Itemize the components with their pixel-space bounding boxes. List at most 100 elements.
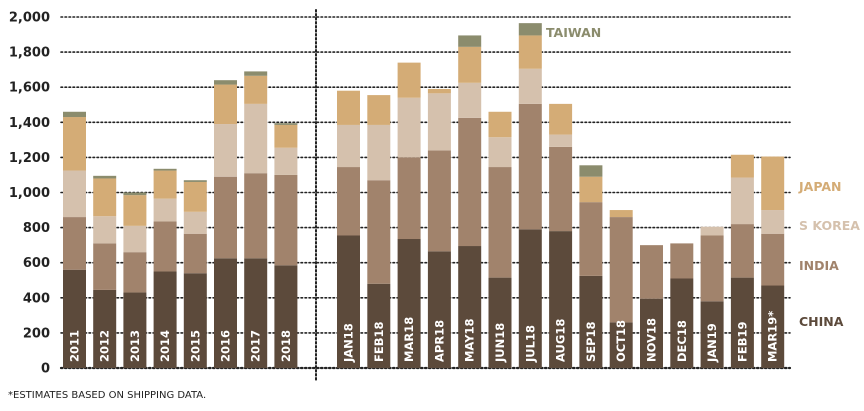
category-label: 2011 bbox=[68, 330, 82, 362]
bar-segment-taiwan bbox=[274, 123, 298, 125]
bar-segment-india bbox=[183, 233, 207, 274]
bar-segment-japan bbox=[427, 88, 451, 94]
bar-segment-india bbox=[244, 173, 268, 259]
bar-segment-japan bbox=[730, 154, 754, 178]
bar-segment-india bbox=[488, 167, 512, 278]
bar-segment-japan bbox=[244, 75, 268, 104]
bar-segment-japan bbox=[153, 170, 177, 199]
category-label: 2012 bbox=[98, 330, 112, 362]
bar-segment-taiwan bbox=[458, 35, 482, 47]
bar-segment-s-korea bbox=[367, 124, 391, 181]
category-label: 2015 bbox=[188, 330, 202, 362]
bar-segment-taiwan bbox=[93, 175, 117, 179]
bar-segment-india bbox=[214, 176, 237, 259]
bar-segment-s-korea bbox=[63, 170, 86, 218]
bar-segment-china bbox=[458, 246, 482, 368]
bar-segment-china bbox=[153, 271, 177, 368]
bar-segment-china bbox=[123, 292, 147, 368]
bar-segment-japan bbox=[367, 95, 391, 125]
bar-segment-taiwan bbox=[518, 23, 542, 36]
bar-segment-china bbox=[549, 231, 573, 368]
bar-segment-japan bbox=[518, 35, 542, 69]
category-label: MAY18 bbox=[463, 318, 477, 362]
category-label: SEP18 bbox=[584, 321, 598, 362]
bar-segment-china bbox=[63, 269, 86, 368]
bar-segment-s-korea bbox=[153, 198, 177, 222]
bar-segment-india bbox=[153, 221, 177, 272]
y-axis-ticks: 0 200 400 600 800 1,000 1,200 1,400 1,600 1,800 2,… bbox=[9, 11, 50, 377]
bar-segment-s-korea bbox=[730, 177, 754, 225]
bar-segment-s-korea bbox=[123, 225, 147, 253]
bar-segment-india bbox=[700, 235, 724, 302]
bar-segment-taiwan bbox=[63, 111, 86, 118]
bar-segment-taiwan bbox=[214, 80, 237, 85]
bar-segment-china bbox=[337, 235, 360, 368]
bar-segment-japan bbox=[488, 111, 512, 138]
bar-segment-japan bbox=[761, 156, 785, 211]
legend-label-s-korea: S KOREA bbox=[799, 218, 860, 233]
bar-segment-china bbox=[609, 322, 633, 368]
bar-segment-s-korea bbox=[458, 82, 482, 118]
bar-segment-japan bbox=[123, 195, 147, 226]
bar-segment-china bbox=[700, 301, 724, 368]
bar-segment-india bbox=[458, 117, 482, 247]
bar-segment-japan bbox=[579, 176, 603, 203]
bar-segment-taiwan bbox=[579, 165, 603, 177]
bar-segment-india bbox=[549, 146, 573, 232]
category-label: AUG18 bbox=[554, 319, 568, 362]
bar-segment-india bbox=[337, 167, 360, 236]
bar-segment-china bbox=[488, 277, 512, 368]
y-tick-label: 2,000 bbox=[9, 11, 50, 26]
y-tick-label: 1,600 bbox=[9, 81, 50, 96]
category-label: 2014 bbox=[158, 330, 172, 362]
category-label: 2013 bbox=[128, 330, 142, 362]
bar-segment-india bbox=[730, 224, 754, 278]
bar-segment-s-korea bbox=[761, 210, 785, 234]
bar-segment-s-korea bbox=[337, 124, 360, 168]
bar-segment-india bbox=[761, 233, 785, 286]
category-label: OCT18 bbox=[614, 320, 628, 362]
category-label: JAN19 bbox=[705, 323, 719, 363]
bar-segment-china bbox=[214, 258, 237, 368]
bar-segment-china bbox=[518, 229, 542, 368]
category-label: FEB18 bbox=[372, 322, 386, 362]
bar-segment-japan bbox=[183, 181, 207, 212]
bar-segment-india bbox=[397, 157, 421, 240]
bar-segment-china bbox=[427, 251, 451, 368]
gridlines bbox=[59, 16, 792, 370]
bar-segment-china bbox=[579, 275, 603, 368]
bar-segment-china bbox=[761, 285, 785, 368]
y-tick-label: 800 bbox=[23, 221, 50, 236]
bar-segment-japan bbox=[274, 124, 298, 148]
legend-label-china: CHINA bbox=[799, 314, 844, 329]
bar-segment-india bbox=[518, 103, 542, 230]
bar-segment-china bbox=[183, 273, 207, 368]
category-label: 2016 bbox=[219, 330, 233, 362]
y-tick-label: 1,400 bbox=[9, 116, 50, 131]
bars bbox=[63, 23, 785, 368]
legend-label-taiwan: TAIWAN bbox=[546, 25, 601, 40]
bar-segment-s-korea bbox=[397, 97, 421, 158]
bar-segment-taiwan bbox=[244, 71, 268, 76]
bar-segment-japan bbox=[549, 103, 573, 135]
bar-segment-japan bbox=[337, 90, 360, 125]
bar-segment-japan bbox=[397, 62, 421, 98]
category-label: JAN18 bbox=[342, 323, 356, 363]
bar-segment-india bbox=[123, 252, 147, 293]
bar-segment-s-korea bbox=[549, 134, 573, 147]
y-tick-label: 0 bbox=[41, 362, 50, 377]
category-label: JUL18 bbox=[523, 325, 537, 363]
y-tick-label: 600 bbox=[23, 256, 50, 271]
bar-segment-japan bbox=[609, 210, 633, 218]
bar-segment-china bbox=[274, 265, 298, 368]
legend-label-japan: JAPAN bbox=[798, 179, 841, 194]
y-tick-label: 400 bbox=[23, 291, 50, 306]
bar-segment-taiwan bbox=[183, 180, 207, 182]
bar-segment-s-korea bbox=[488, 137, 512, 168]
bar-segment-s-korea bbox=[244, 103, 268, 174]
bar-segment-taiwan bbox=[153, 168, 177, 171]
category-label: JUN18 bbox=[493, 323, 507, 363]
bar-segment-china bbox=[397, 239, 421, 368]
bar-segment-china bbox=[93, 289, 117, 368]
